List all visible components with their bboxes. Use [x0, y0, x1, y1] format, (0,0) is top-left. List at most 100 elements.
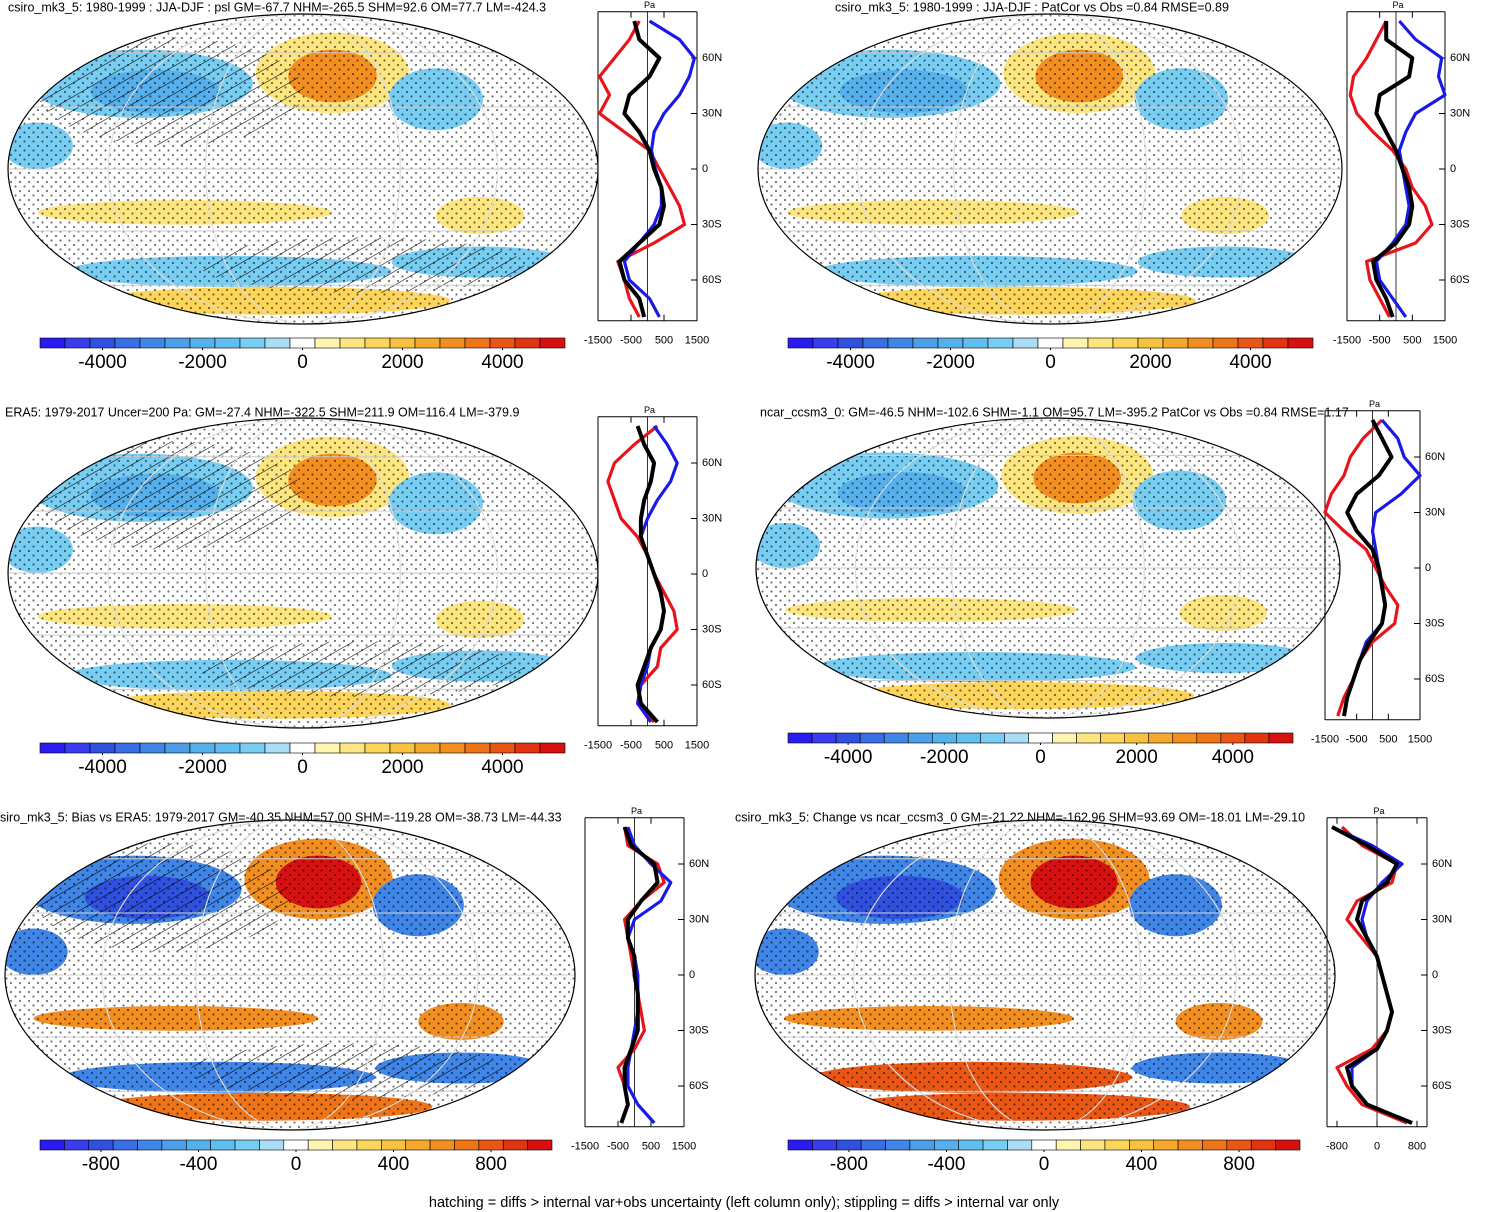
- colorbar-box: [439, 337, 466, 349]
- x-tick-label: -1500: [1333, 335, 1361, 347]
- colorbar-box: [956, 732, 981, 744]
- map: [756, 418, 1340, 718]
- colorbar-box: [862, 337, 889, 349]
- profile-line: [626, 826, 673, 1125]
- profile-line: [1348, 20, 1434, 318]
- colorbar-box: [1244, 732, 1270, 744]
- profile-line: [635, 425, 666, 724]
- colorbar-box: [1202, 1139, 1228, 1151]
- panel-title: csiro_mk3_5: 1980-1999 : JJA-DJF : PatCo…: [835, 0, 1229, 14]
- colorbar-label: -2000: [178, 757, 227, 778]
- colorbar-box: [1076, 732, 1101, 744]
- colorbar-box: [812, 1139, 838, 1151]
- hatching: [199, 641, 525, 697]
- colorbar-box: [835, 732, 861, 744]
- colorbar-box: [962, 337, 989, 349]
- colorbar-box: [1052, 732, 1077, 744]
- colorbar-box: [464, 337, 491, 349]
- colorbar-box: [364, 337, 391, 349]
- profile-line: [1371, 21, 1415, 318]
- colorbar-box: [389, 337, 416, 349]
- colorbar-box: [214, 742, 241, 754]
- colorbar-box: [787, 1139, 813, 1151]
- x-tick-label: -1500: [584, 335, 612, 347]
- y-tick-label: 60S: [702, 274, 722, 286]
- colorbar-box: [1212, 337, 1239, 349]
- profile-unit: Pa: [1373, 806, 1384, 816]
- x-tick-label: 1500: [1433, 335, 1457, 347]
- colorbar-box: [64, 742, 91, 754]
- colorbar-box: [909, 1139, 935, 1151]
- x-tick-label: -1500: [1311, 734, 1339, 746]
- y-tick-label: 0: [1425, 562, 1431, 574]
- colorbar-box: [185, 1139, 211, 1151]
- colorbar-label: -800: [82, 1154, 120, 1175]
- colorbar-box: [464, 742, 491, 754]
- map: [8, 418, 598, 728]
- colorbar-label: 0: [297, 352, 308, 373]
- meridian: [195, 820, 385, 1130]
- colorbar-label: 2000: [381, 757, 423, 778]
- colorbar-box: [883, 732, 909, 744]
- colorbar-box: [39, 337, 66, 349]
- colorbar-label: 0: [1035, 747, 1046, 768]
- meridian: [101, 820, 479, 1130]
- colorbar-box: [356, 1139, 382, 1151]
- map-border: [755, 417, 1341, 719]
- y-tick-label: 60N: [702, 457, 722, 469]
- meridian: [854, 418, 1242, 718]
- meridian: [853, 820, 1237, 1130]
- colorbar-box: [1250, 1139, 1276, 1151]
- colorbar-label: -400: [179, 1154, 217, 1175]
- colorbar-box: [1137, 337, 1164, 349]
- colorbar-box: [414, 337, 441, 349]
- y-tick-label: 0: [1432, 969, 1438, 981]
- colorbar-box: [189, 742, 216, 754]
- colorbar-box: [137, 1139, 163, 1151]
- x-tick-label: 500: [642, 1141, 660, 1153]
- colorbar-box: [439, 742, 466, 754]
- colorbar-box: [88, 1139, 114, 1151]
- profile-unit: Pa: [1392, 0, 1403, 10]
- colorbar-label: 2000: [1116, 747, 1158, 768]
- profile-line: [598, 20, 687, 318]
- colorbar-box: [405, 1139, 431, 1151]
- y-tick-label: 30S: [1425, 617, 1445, 629]
- panel-title: csiro_mk3_5: Change vs ncar_ccsm3_0 GM=-…: [735, 810, 1305, 824]
- profile-unit: Pa: [644, 405, 655, 415]
- colorbar-box: [907, 732, 933, 744]
- profile-unit: Pa: [1369, 399, 1380, 409]
- map: [8, 14, 598, 324]
- y-tick-label: 60N: [1432, 858, 1452, 870]
- colorbar-box: [1275, 1139, 1301, 1151]
- colorbar-box: [1162, 337, 1189, 349]
- y-tick-label: 60S: [1425, 673, 1445, 685]
- colorbar-box: [39, 742, 66, 754]
- colorbar-box: [1037, 337, 1064, 349]
- colorbar-box: [381, 1139, 407, 1151]
- profile-line: [619, 826, 660, 1124]
- x-tick-label: -1500: [584, 740, 612, 752]
- y-tick-label: 30S: [1432, 1024, 1452, 1036]
- colorbar-box: [139, 742, 166, 754]
- profile-line: [1335, 825, 1408, 1125]
- colorbar-label: 4000: [481, 757, 523, 778]
- panel-title: csiro_mk3_5: 1980-1999 : JJA-DJF : psl G…: [8, 0, 546, 14]
- colorbar-box: [860, 1139, 886, 1151]
- colorbar-label: -4000: [78, 757, 127, 778]
- colorbar-box: [239, 337, 266, 349]
- y-tick-label: 30S: [702, 623, 722, 635]
- colorbar-label: 0: [297, 757, 308, 778]
- colorbar-box: [980, 732, 1005, 744]
- colorbar-label: 400: [378, 1154, 410, 1175]
- colorbar-box: [987, 337, 1014, 349]
- colorbar-box: [164, 742, 191, 754]
- x-tick-label: 1500: [685, 740, 709, 752]
- x-tick-label: 1500: [1408, 734, 1432, 746]
- x-tick-label: 0: [1374, 1141, 1380, 1153]
- map-border: [754, 819, 1336, 1131]
- y-tick-label: 60N: [1425, 451, 1445, 463]
- colorbar-box: [112, 1139, 138, 1151]
- colorbar-box: [339, 337, 366, 349]
